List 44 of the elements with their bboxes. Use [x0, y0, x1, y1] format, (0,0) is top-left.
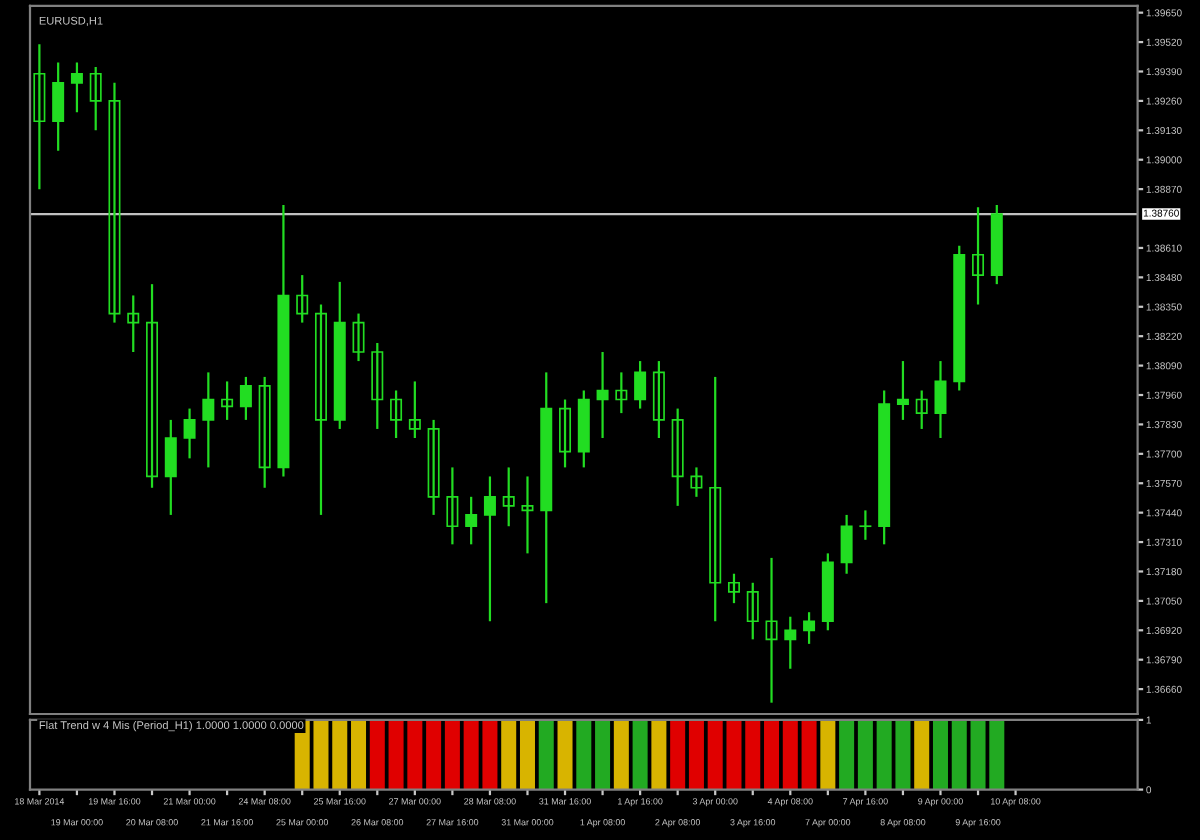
candlestick: [634, 359, 647, 410]
candlestick: [427, 418, 440, 517]
candlestick: [465, 495, 478, 546]
candlestick: [52, 61, 65, 152]
candlestick: [803, 611, 816, 645]
candlestick: [709, 375, 722, 623]
candlestick: [859, 509, 872, 541]
candlestick: [446, 466, 459, 546]
candlestick: [258, 375, 271, 489]
candlestick: [183, 407, 196, 460]
candlestick: [89, 65, 102, 132]
candlestick: [934, 359, 947, 440]
candlestick: [671, 407, 684, 507]
candlestick: [202, 371, 215, 469]
candlestick: [765, 556, 778, 704]
candlestick: [615, 371, 628, 415]
candlestick: [108, 81, 121, 324]
candlestick: [915, 389, 928, 431]
candlestick: [840, 513, 853, 575]
candlestick: [408, 380, 421, 440]
candlestick: [127, 294, 140, 354]
candlestick: [33, 43, 46, 191]
candlestick: [896, 359, 909, 421]
candlestick: [972, 206, 985, 306]
candlestick: [746, 581, 759, 641]
candlestick: [70, 61, 83, 114]
candlestick: [727, 572, 740, 605]
candlestick: [502, 466, 515, 528]
candlestick: [164, 418, 177, 517]
candlestick: [483, 475, 496, 623]
candlestick: [596, 350, 609, 440]
candlestick: [239, 375, 252, 421]
candlestick: [652, 359, 665, 440]
candlestick: [390, 389, 403, 440]
candlestick: [690, 466, 703, 498]
candlestick: [146, 283, 159, 489]
candlestick: [352, 312, 365, 363]
candlestick: [521, 475, 534, 555]
candlestick: [559, 398, 572, 469]
candlestick: [784, 615, 797, 670]
candlestick: [296, 273, 309, 324]
candlestick: [314, 303, 327, 517]
candlestick: [221, 380, 234, 421]
candlestick: [371, 341, 384, 431]
